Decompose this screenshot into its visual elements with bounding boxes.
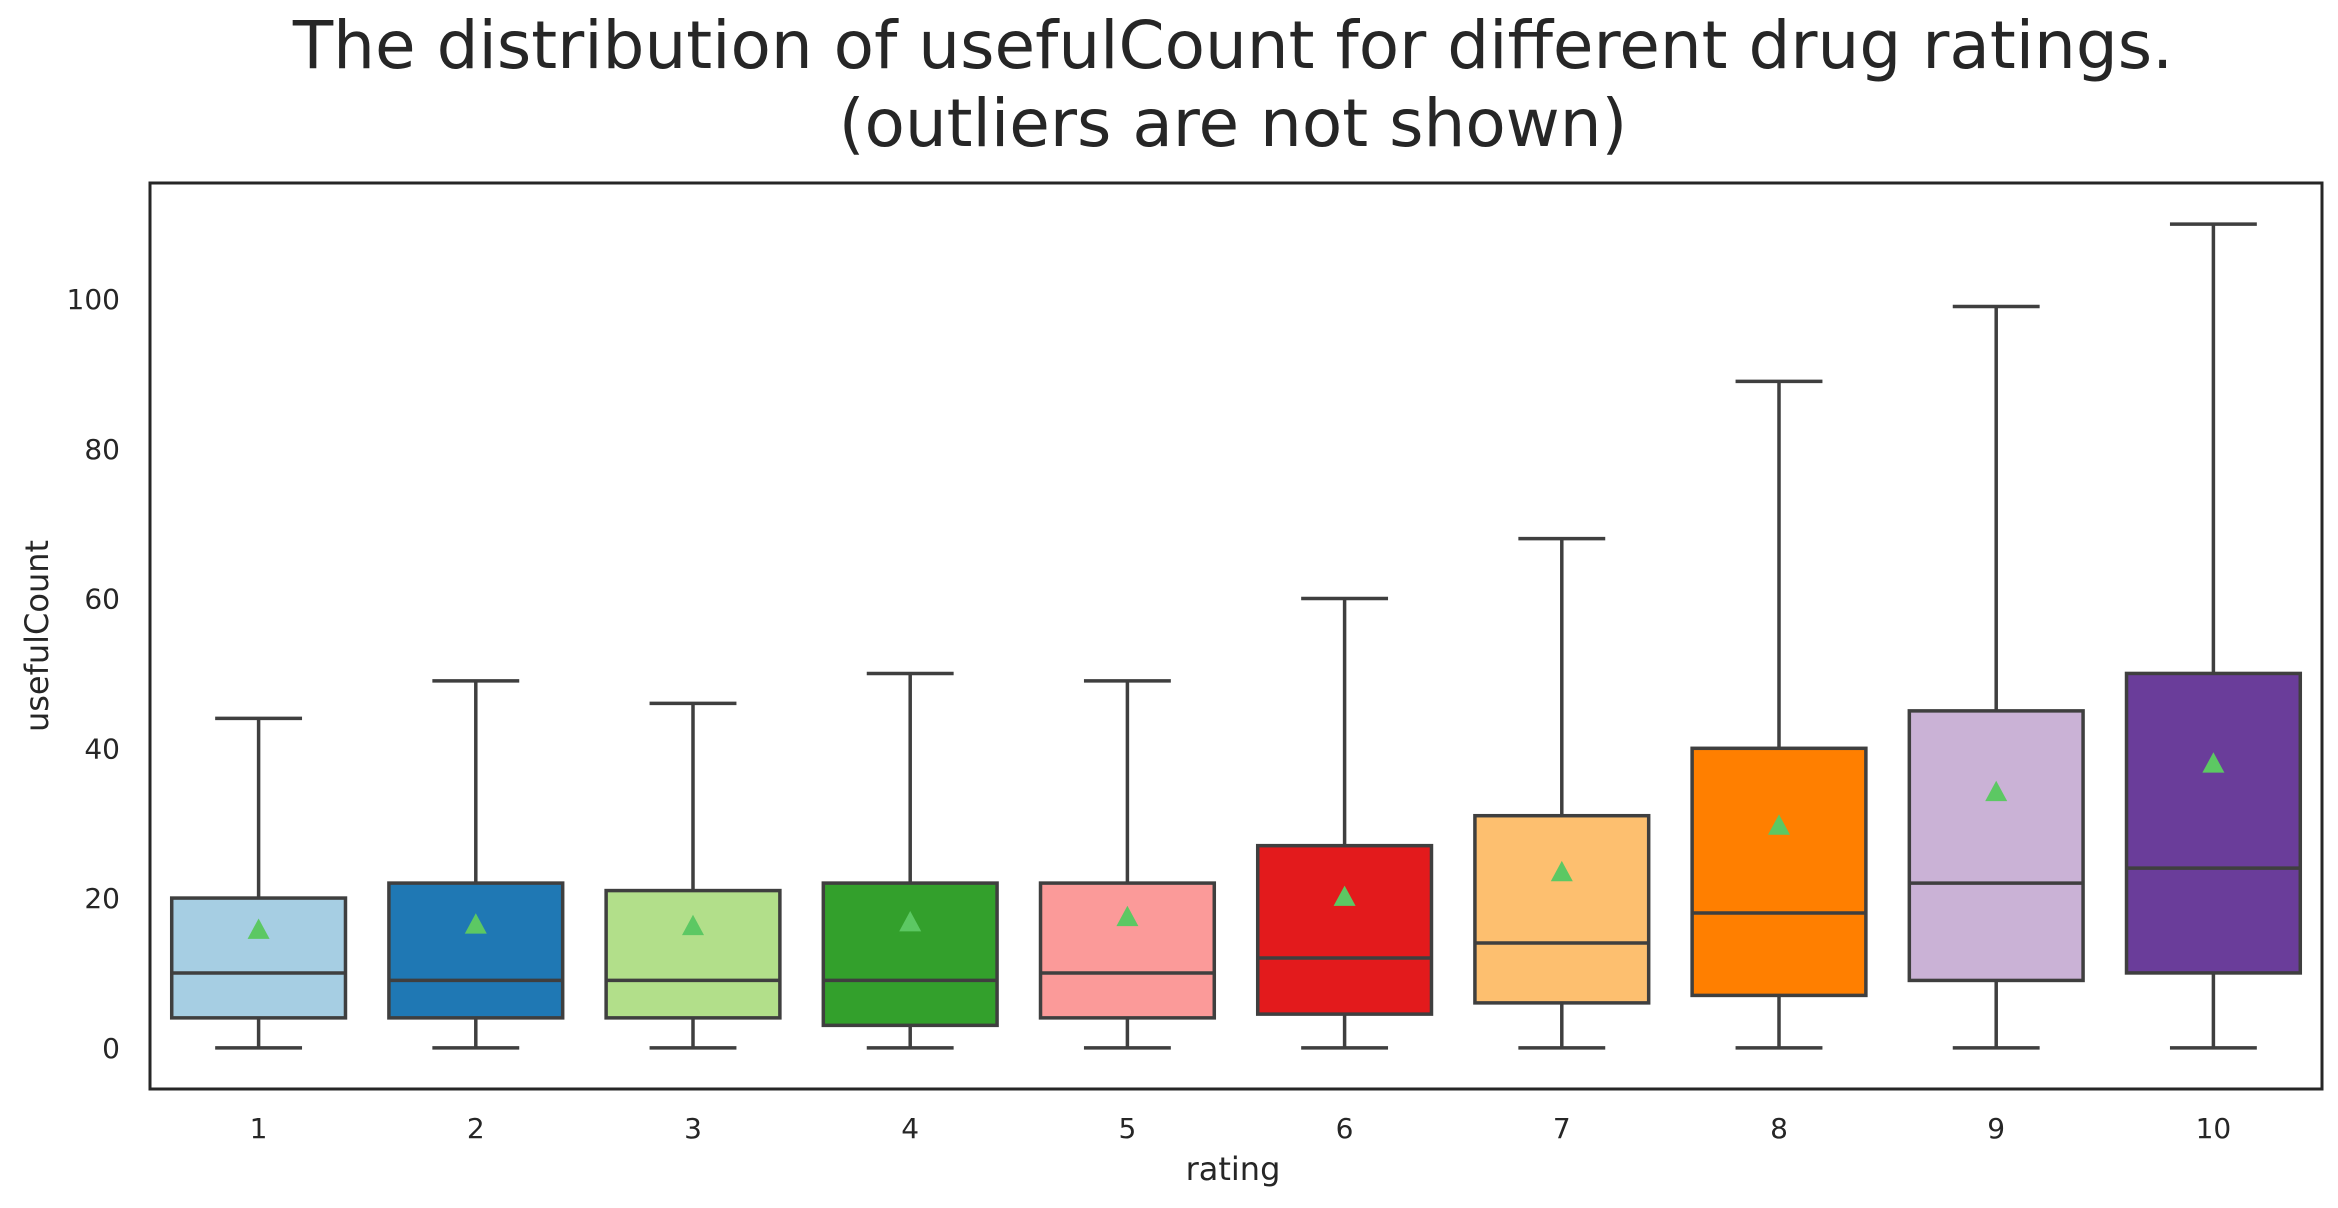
y-tick-label: 0	[102, 1032, 120, 1065]
mean-marker	[1333, 885, 1356, 906]
y-tick-label: 60	[84, 583, 120, 616]
y-tick-label: 40	[84, 732, 120, 765]
y-tick-label: 100	[67, 283, 120, 316]
x-tick-label: 8	[1770, 1112, 1788, 1145]
box-group-rating-1	[169, 716, 348, 1050]
x-axis-ticks: 1 2 3 4 5 6 7 8 9 10	[250, 1112, 2232, 1145]
box-group-rating-9	[1907, 304, 2085, 1050]
mean-marker	[464, 913, 487, 934]
box-group-rating-5	[1038, 679, 1217, 1050]
mean-marker	[247, 918, 270, 939]
box-iqr	[1473, 813, 1651, 1005]
x-tick-label: 3	[684, 1112, 702, 1145]
chart-title-line2: (outliers are not shown)	[839, 85, 1628, 162]
box-iqr	[1038, 881, 1217, 1020]
box-iqr	[604, 888, 782, 1020]
x-tick-label: 10	[2196, 1112, 2232, 1145]
mean-marker	[2202, 752, 2225, 773]
mean-marker	[899, 911, 922, 932]
mean-marker	[1985, 780, 2008, 802]
mean-marker	[1550, 860, 1573, 882]
box-iqr	[821, 881, 999, 1028]
mean-marker	[1768, 814, 1790, 835]
box-iqr	[1255, 843, 1434, 1016]
axes-frame	[148, 181, 2324, 1091]
box-group-rating-4	[821, 671, 999, 1050]
mean-marker	[682, 914, 704, 936]
x-tick-label: 9	[1987, 1112, 2005, 1145]
x-axis-label: rating	[1186, 1150, 1281, 1188]
x-tick-label: 4	[901, 1112, 919, 1145]
y-axis-ticks: 0 20 40 60 80 100	[67, 283, 120, 1065]
box-group-rating-2	[387, 679, 565, 1050]
y-axis-label: usefulCount	[18, 540, 56, 732]
box-group-rating-8	[1690, 379, 1868, 1050]
x-tick-label: 7	[1553, 1112, 1571, 1145]
box-iqr	[387, 881, 565, 1020]
y-tick-label: 80	[84, 433, 120, 466]
box-group-rating-10	[2124, 222, 2303, 1050]
box-group-rating-7	[1473, 536, 1651, 1050]
chart-title-line1: The distribution of usefulCount for diff…	[292, 7, 2173, 84]
box-iqr	[1907, 709, 2085, 983]
box-iqr	[1690, 746, 1868, 998]
mean-marker	[1116, 905, 1139, 927]
y-tick-label: 20	[84, 882, 120, 915]
x-tick-label: 1	[250, 1112, 268, 1145]
plot-area	[169, 222, 2303, 1050]
x-tick-label: 6	[1336, 1112, 1354, 1145]
x-tick-label: 2	[467, 1112, 485, 1145]
x-tick-label: 5	[1118, 1112, 1136, 1145]
box-iqr	[169, 896, 348, 1020]
box-iqr	[2124, 671, 2303, 975]
box-group-rating-6	[1255, 596, 1434, 1050]
box-group-rating-3	[604, 701, 782, 1050]
